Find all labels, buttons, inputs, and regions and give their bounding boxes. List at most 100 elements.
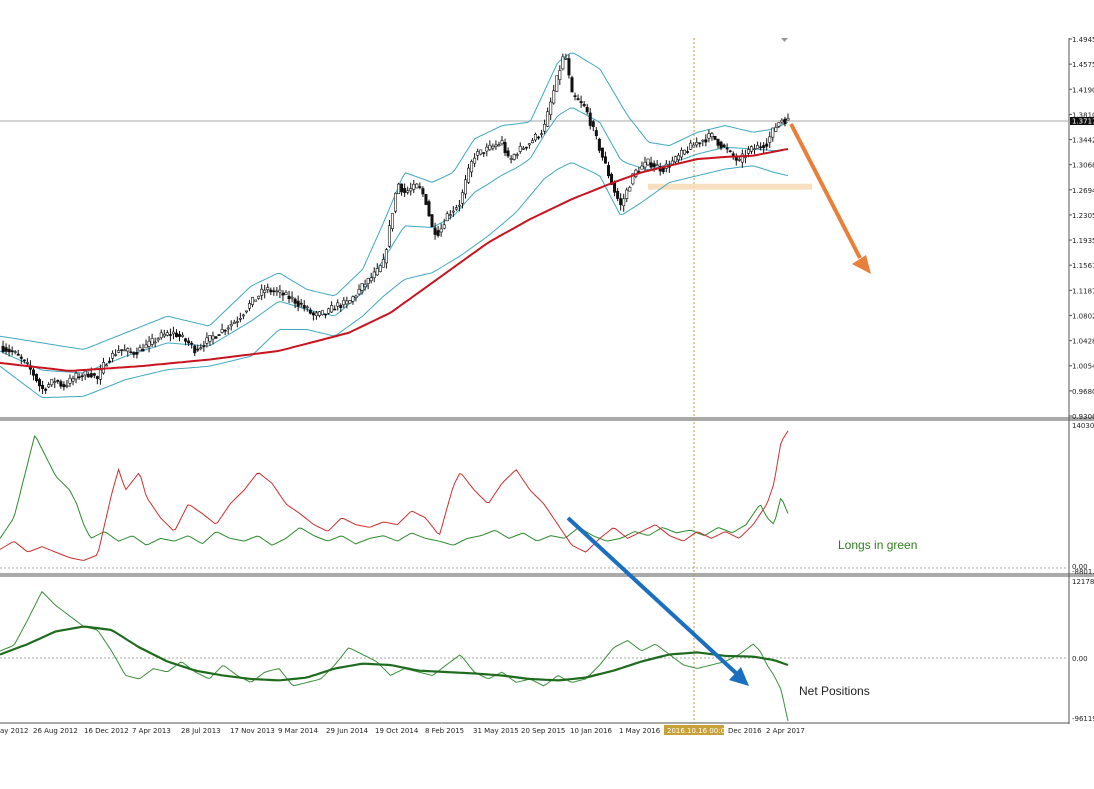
candle-body — [1, 345, 5, 352]
candle-body — [378, 265, 382, 272]
candle-body — [530, 140, 534, 144]
candle-body — [676, 155, 680, 161]
candle-body — [457, 204, 461, 207]
candle-body — [689, 142, 693, 150]
candle-body — [753, 148, 757, 151]
candle-body — [570, 77, 574, 93]
candle-body — [655, 164, 659, 167]
candle-body — [35, 373, 39, 382]
candle-body — [387, 225, 391, 247]
candle-body — [454, 207, 458, 210]
candle-body — [153, 341, 157, 344]
candle-body — [111, 353, 115, 359]
candle-body — [184, 338, 188, 342]
candle-body — [31, 369, 35, 376]
candle-body — [756, 145, 760, 149]
candle-body — [59, 381, 63, 387]
candle-body — [357, 289, 361, 295]
candle-body — [314, 312, 318, 317]
candle-body — [549, 101, 553, 115]
candle-body — [616, 190, 620, 199]
candle-body — [503, 142, 507, 154]
candle-body — [53, 381, 57, 383]
candle-body — [509, 158, 513, 160]
candle-body — [433, 227, 437, 235]
candle-body — [567, 58, 571, 76]
candle-body — [354, 295, 358, 298]
indicator2-axis: 121785 0.00 -96119 — [1072, 578, 1094, 723]
candle-body — [786, 118, 790, 121]
candle-body — [330, 305, 334, 313]
candle-body — [366, 277, 370, 284]
candle-body — [235, 321, 239, 323]
candle-body — [460, 192, 464, 204]
candle-body — [16, 353, 20, 356]
candle-body — [269, 289, 273, 293]
candle-body — [77, 376, 81, 379]
candle-body — [451, 210, 455, 213]
candle-body — [722, 144, 726, 147]
candle-body — [7, 348, 11, 353]
candle-body — [521, 148, 525, 150]
candle-body — [783, 118, 787, 125]
candle-body — [156, 338, 160, 341]
candle-body — [348, 300, 352, 304]
net-positions-annotation: Net Positions — [799, 684, 870, 698]
candle-body — [421, 188, 425, 195]
candle-body — [83, 370, 87, 376]
candle-body — [187, 340, 191, 344]
candle-body — [546, 111, 550, 127]
candle-body — [71, 378, 75, 382]
candle-body — [196, 348, 200, 351]
candle-body — [686, 151, 690, 153]
candle-body — [643, 161, 647, 168]
candle-body — [22, 359, 26, 362]
candle-body — [220, 329, 224, 333]
time-tick-label: Dec 2016 — [728, 727, 762, 735]
candle-body — [372, 271, 376, 279]
candle-body — [631, 173, 635, 185]
longs-line — [0, 434, 789, 546]
candle-body — [780, 119, 784, 123]
price-tick-label: 1.3068 — [1072, 162, 1094, 170]
candle-body — [394, 192, 398, 212]
time-tick-label: 29 Jun 2014 — [326, 727, 369, 735]
candle-body — [141, 349, 145, 352]
candle-body — [229, 324, 233, 327]
candle-body — [162, 333, 166, 337]
current-price-tag: 1.3717 — [1070, 117, 1094, 126]
time-tick-label: 7 Apr 2013 — [132, 727, 171, 735]
candle-body — [150, 338, 154, 345]
candle-body — [424, 194, 428, 205]
candle-body — [491, 145, 495, 149]
price-tick-label: 1.4190 — [1072, 86, 1094, 94]
net-positions-average-line — [0, 625, 789, 682]
candle-body — [439, 228, 443, 233]
price-tick-label: 1.1935 — [1072, 237, 1094, 245]
time-tick-label: 31 May 2015 — [473, 727, 519, 735]
candle-body — [707, 133, 711, 139]
bollinger-upper-line — [0, 52, 789, 350]
candle-body — [740, 153, 744, 163]
blue-arrow — [566, 516, 749, 686]
candle-body — [701, 139, 705, 142]
candle-body — [171, 331, 175, 335]
candle-body — [275, 290, 279, 293]
candle-body — [284, 291, 288, 295]
candle-body — [360, 283, 364, 291]
candle-body — [208, 335, 212, 342]
candle-body — [369, 277, 373, 282]
candle-body — [406, 190, 410, 193]
candle-body — [628, 187, 632, 192]
candle-body — [594, 130, 598, 137]
price-tick-label: 1.4575 — [1072, 61, 1094, 69]
ind2-tick-bottom: -96119 — [1072, 715, 1094, 723]
candle-body — [89, 373, 93, 378]
candle-body — [470, 161, 474, 173]
candle-body — [244, 310, 248, 313]
candle-body — [251, 297, 255, 305]
candle-body — [412, 183, 416, 190]
candle-body — [588, 112, 592, 126]
candle-body — [10, 350, 14, 352]
bollinger-lower-line — [0, 162, 789, 399]
